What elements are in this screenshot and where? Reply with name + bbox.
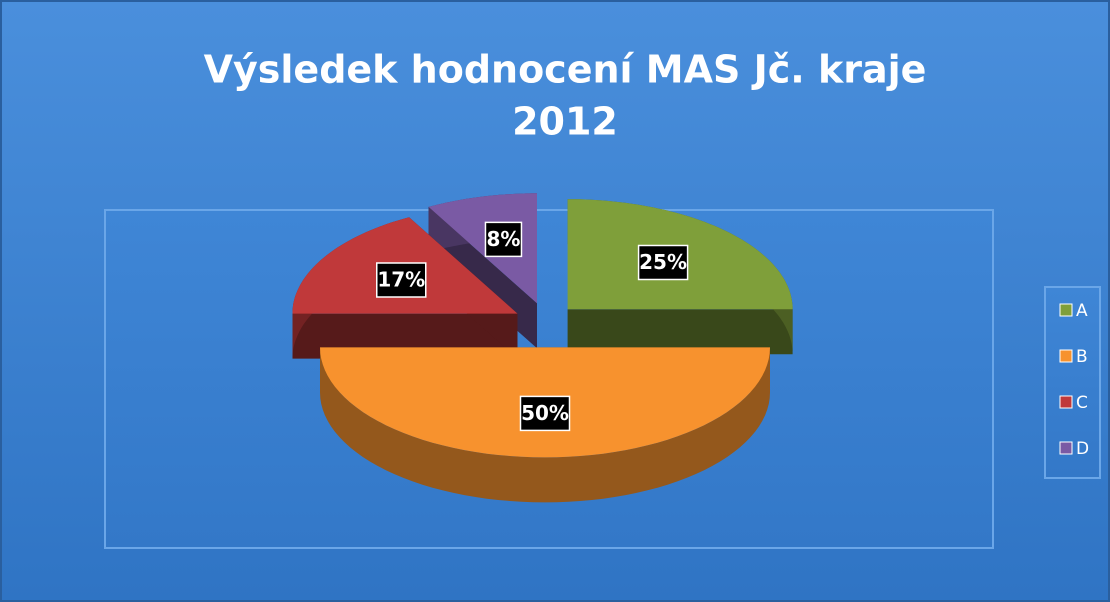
data-label-box — [519, 395, 571, 432]
data-label-box — [637, 244, 689, 281]
data-label: 50% — [521, 401, 569, 425]
data-label-box — [376, 262, 427, 298]
data-label: 17% — [377, 268, 425, 292]
legend-label: B — [1076, 347, 1088, 367]
data-label-box — [484, 221, 523, 258]
slice-wall — [320, 347, 770, 503]
chart-title: Výsledek hodnocení MAS Jč. kraje — [204, 48, 927, 92]
slice-side — [567, 309, 793, 355]
legend-marker — [1059, 441, 1073, 455]
legend-label: D — [1076, 439, 1089, 459]
data-label: 25% — [639, 250, 687, 274]
legend-marker — [1059, 349, 1073, 363]
slice — [428, 193, 537, 304]
legend-marker — [1059, 395, 1073, 409]
legend-box — [1044, 286, 1101, 479]
slice-side — [292, 313, 518, 359]
legend-marker — [1059, 303, 1073, 317]
data-label: 8% — [486, 227, 520, 251]
legend-label: C — [1076, 393, 1088, 413]
legend-label: A — [1076, 301, 1088, 321]
chart-title: 2012 — [512, 100, 618, 144]
